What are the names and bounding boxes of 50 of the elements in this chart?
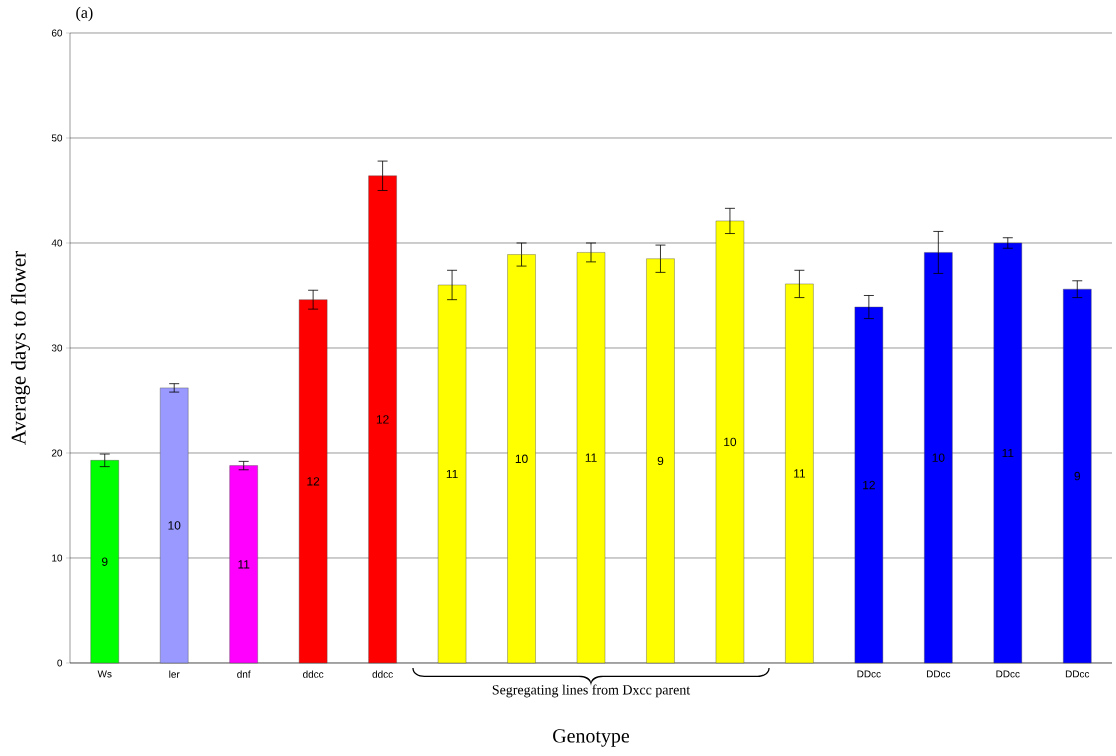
bar (785, 283, 814, 664)
annotation: 11 (238, 560, 250, 569)
y-tick-label: 10 (52, 554, 63, 562)
y-tick-label: 0 (57, 659, 63, 667)
bar (160, 387, 189, 664)
bar (507, 254, 536, 664)
x-tick-label: DDcc (857, 670, 881, 678)
bar (854, 306, 884, 664)
x-axis-title: Genotype (553, 729, 630, 747)
bar (993, 242, 1023, 664)
annotation: 9 (1074, 471, 1081, 481)
annotation: 12 (863, 480, 875, 490)
annotation: 10 (168, 521, 181, 530)
text: Segregating lines from Dxcc parent (492, 684, 691, 698)
annotation: 12 (307, 477, 320, 486)
annotation: 10 (932, 453, 945, 462)
y-tick-label: 50 (51, 134, 63, 142)
bar (90, 460, 119, 664)
x-tick-label: ler (169, 670, 180, 678)
bar (298, 299, 328, 664)
x-tick-label: DDcc (1065, 670, 1090, 678)
bar (437, 284, 467, 664)
annotation: 9 (657, 456, 664, 466)
bar (576, 252, 606, 664)
x-tick-label: DDcc (926, 670, 951, 678)
bar (1063, 288, 1092, 664)
annotation: 11 (585, 453, 597, 462)
y-tick-label: 40 (51, 239, 63, 247)
text: (a) (76, 6, 93, 22)
annotation: 12 (376, 415, 389, 424)
annotation: 9 (101, 557, 108, 566)
x-tick-label: Ws (97, 670, 112, 678)
x-tick-label: ddcc (372, 670, 393, 678)
annotation: 10 (724, 437, 737, 447)
bar (646, 258, 675, 664)
x-tick-label: ddcc (303, 670, 324, 678)
x-tick-label: dnf (237, 670, 251, 678)
bar (715, 220, 745, 664)
bar (368, 175, 397, 664)
y-tick-label: 60 (51, 29, 63, 37)
annotation: 11 (446, 469, 458, 479)
annotation: 11 (794, 469, 806, 478)
y-axis-title: Average days to flower (10, 251, 31, 445)
y-tick-label: 20 (51, 449, 63, 457)
annotation: 11 (1002, 448, 1014, 458)
bar (229, 465, 258, 664)
x-tick-label: DDcc (996, 670, 1020, 678)
y-tick-label: 30 (51, 344, 63, 352)
bar (924, 252, 953, 664)
annotation: 10 (515, 454, 528, 463)
